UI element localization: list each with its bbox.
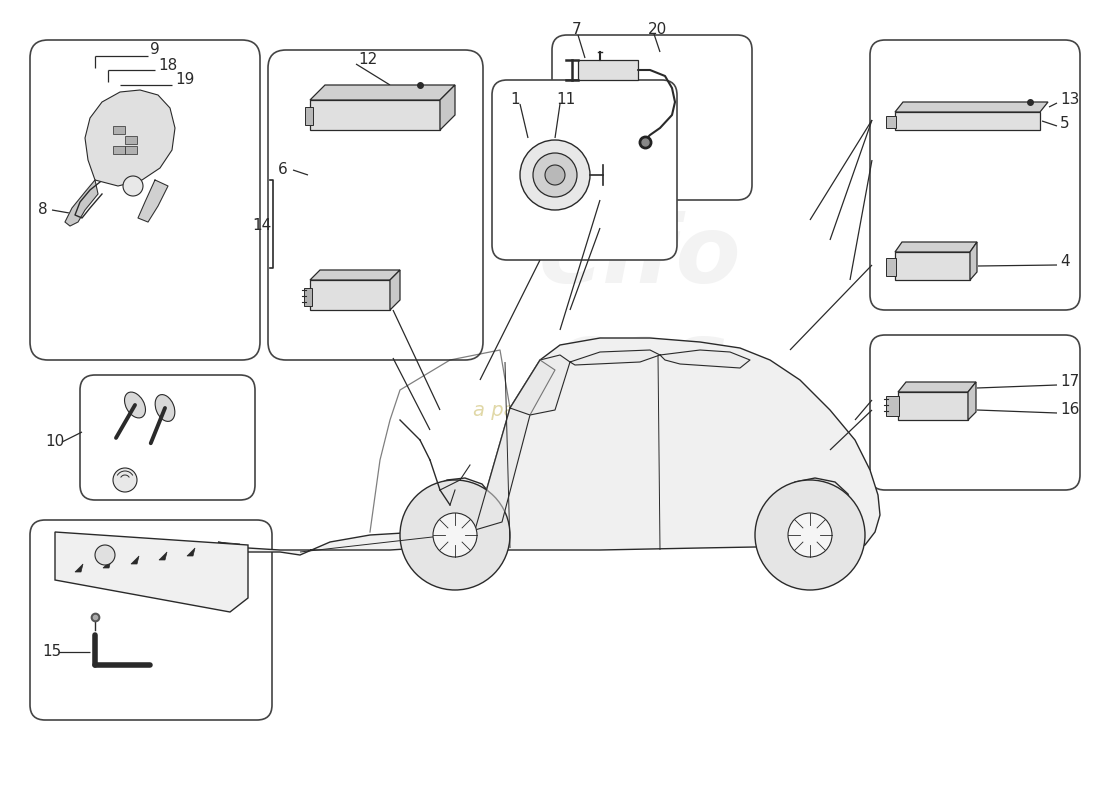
Text: 15: 15: [42, 645, 62, 659]
Polygon shape: [65, 180, 98, 226]
Bar: [886, 258, 896, 276]
Bar: [886, 116, 896, 128]
Bar: [125, 136, 138, 144]
Polygon shape: [75, 564, 82, 572]
Polygon shape: [898, 392, 968, 420]
Text: 13: 13: [1060, 93, 1079, 107]
Circle shape: [544, 165, 565, 185]
Bar: [125, 146, 138, 154]
Bar: [886, 396, 899, 416]
FancyBboxPatch shape: [870, 335, 1080, 490]
Polygon shape: [895, 112, 1040, 130]
Polygon shape: [85, 90, 175, 186]
Circle shape: [520, 140, 590, 210]
Ellipse shape: [124, 392, 145, 418]
Text: 14: 14: [252, 218, 272, 233]
Polygon shape: [475, 360, 556, 530]
Text: 8: 8: [39, 202, 47, 218]
FancyBboxPatch shape: [268, 50, 483, 360]
Bar: [304, 288, 312, 306]
Polygon shape: [310, 270, 400, 280]
Text: a passion for parts since 1985: a passion for parts since 1985: [473, 401, 768, 419]
Ellipse shape: [155, 394, 175, 422]
Text: 1: 1: [510, 93, 519, 107]
Polygon shape: [390, 270, 400, 310]
Polygon shape: [578, 60, 638, 80]
Text: 7: 7: [572, 22, 582, 38]
Text: 5: 5: [1060, 115, 1069, 130]
Polygon shape: [898, 382, 976, 392]
Circle shape: [534, 153, 578, 197]
Polygon shape: [660, 350, 750, 368]
Polygon shape: [218, 338, 880, 555]
Circle shape: [400, 480, 510, 590]
Text: 18: 18: [158, 58, 177, 73]
Polygon shape: [310, 100, 440, 130]
Polygon shape: [440, 85, 455, 130]
Polygon shape: [55, 532, 248, 612]
Text: 4: 4: [1060, 254, 1069, 270]
Bar: [113, 126, 125, 134]
Circle shape: [755, 480, 865, 590]
Circle shape: [113, 468, 138, 492]
Polygon shape: [895, 242, 977, 252]
Polygon shape: [187, 548, 195, 556]
Text: 6: 6: [278, 162, 288, 178]
Text: 17: 17: [1060, 374, 1079, 390]
FancyBboxPatch shape: [492, 80, 676, 260]
Text: 12: 12: [358, 53, 377, 67]
Circle shape: [123, 176, 143, 196]
Text: 20: 20: [648, 22, 668, 38]
Polygon shape: [895, 102, 1048, 112]
Polygon shape: [138, 180, 168, 222]
Text: 9: 9: [150, 42, 160, 58]
Polygon shape: [590, 200, 620, 230]
Text: 16: 16: [1060, 402, 1079, 418]
Polygon shape: [968, 382, 976, 420]
Polygon shape: [570, 350, 660, 365]
Polygon shape: [160, 552, 167, 560]
Polygon shape: [131, 556, 139, 564]
Polygon shape: [510, 355, 570, 415]
Polygon shape: [103, 560, 111, 568]
Text: 10: 10: [45, 434, 64, 450]
FancyBboxPatch shape: [30, 520, 272, 720]
Circle shape: [788, 513, 832, 557]
Text: elfo
ces: elfo ces: [539, 210, 741, 409]
Text: 19: 19: [175, 73, 195, 87]
Polygon shape: [895, 252, 970, 280]
FancyBboxPatch shape: [870, 40, 1080, 310]
Circle shape: [95, 545, 116, 565]
Circle shape: [433, 513, 477, 557]
Polygon shape: [310, 280, 390, 310]
FancyBboxPatch shape: [30, 40, 260, 360]
Polygon shape: [310, 85, 455, 100]
FancyBboxPatch shape: [80, 375, 255, 500]
Bar: [113, 146, 125, 154]
Bar: [305, 107, 314, 125]
Polygon shape: [970, 242, 977, 280]
FancyBboxPatch shape: [552, 35, 752, 200]
Text: 11: 11: [556, 93, 575, 107]
